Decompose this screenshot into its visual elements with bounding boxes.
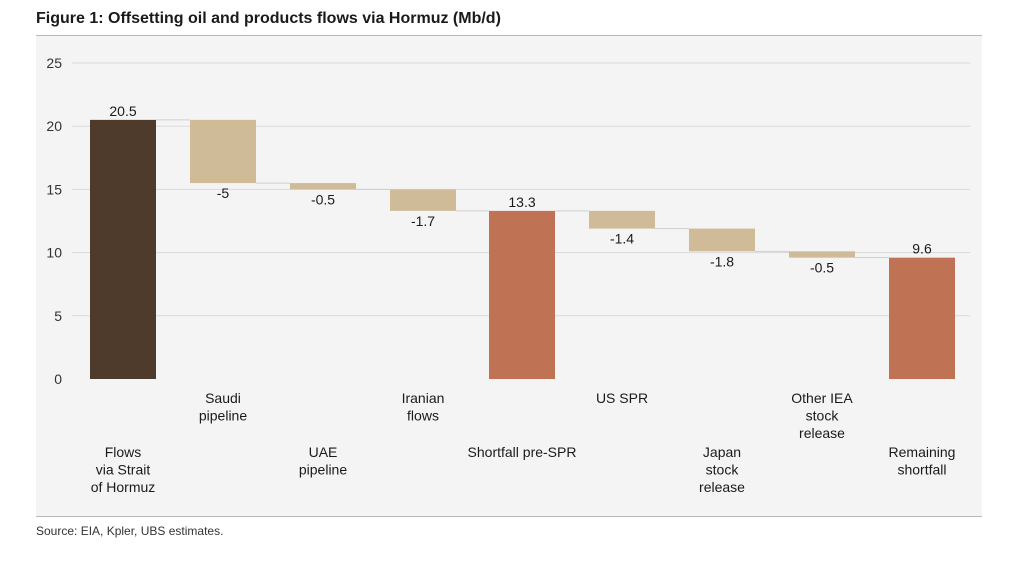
bar-uae-pipeline: [290, 183, 356, 190]
y-tick-label: 25: [46, 55, 62, 71]
bar-iranian-flows: [390, 189, 456, 211]
category-label: pipeline: [299, 462, 347, 478]
bar-us-spr: [589, 210, 655, 229]
bar-shortfall-pre-spr: [489, 210, 555, 379]
category-label: Other IEA: [791, 390, 853, 406]
y-tick-label: 20: [46, 118, 62, 134]
chart-title: Figure 1: Offsetting oil and products fl…: [36, 10, 501, 27]
category-label: Flows: [105, 444, 142, 460]
category-label: Japan: [703, 444, 741, 460]
category-label: of Hormuz: [91, 479, 156, 495]
y-tick-label: 5: [54, 308, 62, 324]
bar-other-iea-stock-release: [789, 251, 855, 258]
category-label: shortfall: [897, 462, 946, 478]
category-label: stock: [806, 408, 840, 424]
category-label: release: [699, 479, 745, 495]
category-label: release: [799, 425, 845, 441]
data-label: -1.4: [610, 231, 634, 247]
category-label: pipeline: [199, 408, 247, 424]
data-label: 13.3: [508, 194, 535, 210]
data-label: -0.5: [311, 191, 335, 207]
bar-japan-stock-release: [689, 228, 755, 252]
category-label: UAE: [309, 444, 338, 460]
y-tick-label: 10: [46, 245, 62, 261]
data-label: -1.7: [411, 213, 435, 229]
y-tick-label: 0: [54, 371, 62, 387]
y-tick-label: 15: [46, 181, 62, 197]
data-label: -5: [217, 185, 230, 201]
category-label: Saudi: [205, 390, 241, 406]
category-label: via Strait: [96, 462, 151, 478]
category-label: Remaining: [889, 444, 956, 460]
title-divider: [36, 35, 982, 36]
source-note: Source: EIA, Kpler, UBS estimates.: [36, 524, 224, 538]
category-label: stock: [706, 462, 740, 478]
data-label: -0.5: [810, 260, 834, 276]
category-label: flows: [407, 408, 439, 424]
footer-divider: [36, 516, 982, 517]
bar-remaining-shortfall: [889, 257, 955, 379]
category-label: US SPR: [596, 390, 648, 406]
category-label: Iranian: [402, 390, 445, 406]
data-label: -1.8: [710, 253, 734, 269]
category-label: Shortfall pre-SPR: [468, 444, 577, 460]
data-label: 9.6: [912, 241, 932, 257]
data-label: 20.5: [109, 103, 136, 119]
bar-saudi-pipeline: [190, 119, 256, 184]
bar-flows-via-strait-of-hormuz: [90, 119, 156, 379]
